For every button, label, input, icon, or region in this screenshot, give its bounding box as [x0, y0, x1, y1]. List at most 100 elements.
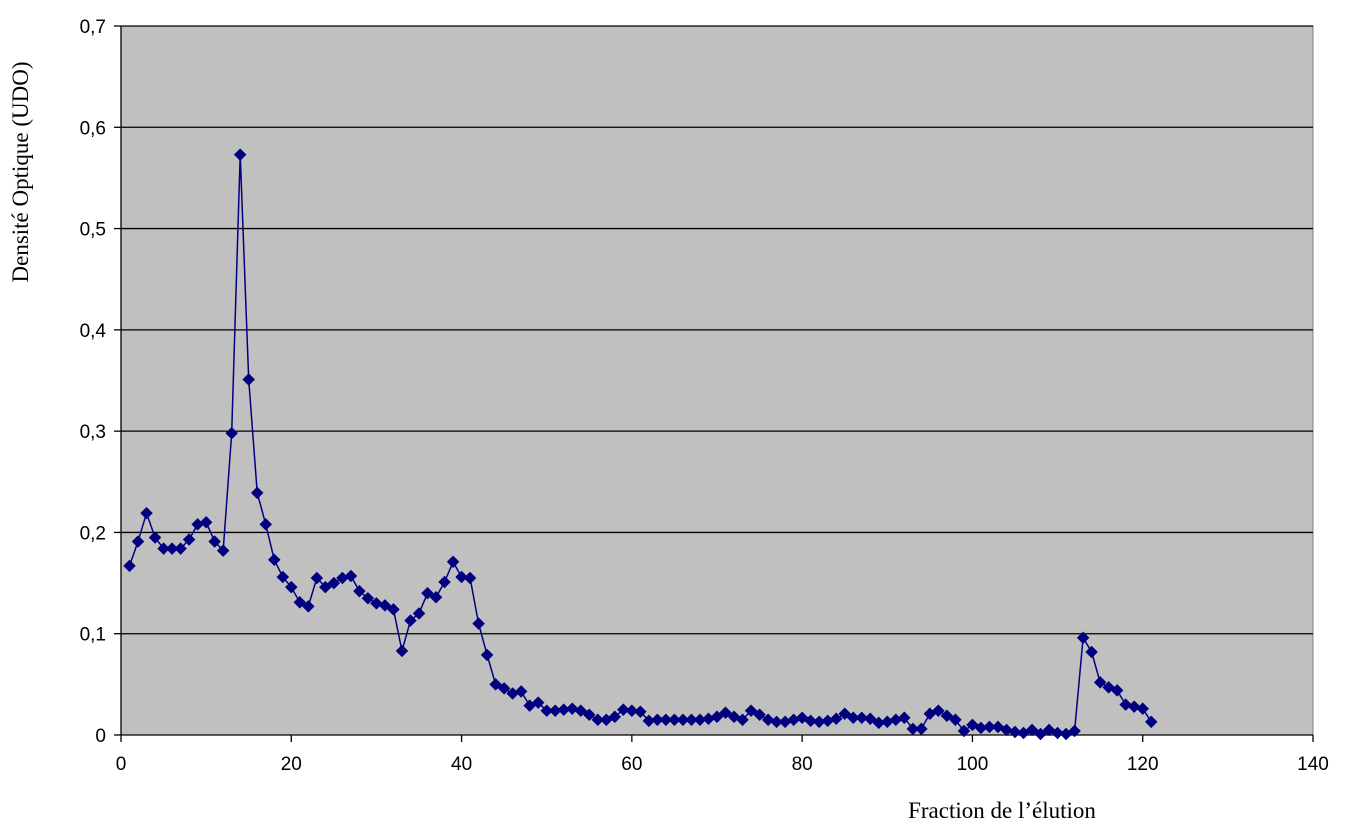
data-point-92: [897, 711, 911, 725]
x-tick-label-7: 140: [1297, 754, 1329, 775]
data-point-7: [174, 542, 187, 555]
y-tick-label-5: 0,5: [80, 220, 106, 241]
data-point-120: [1136, 702, 1150, 716]
data-point-75: [753, 708, 766, 722]
data-point-11: [208, 535, 222, 548]
x-tick-label-6: 120: [1127, 754, 1159, 775]
data-point-41: [463, 571, 477, 585]
data-point-34: [404, 614, 417, 627]
data-point-87: [855, 711, 869, 725]
data-point-77: [770, 715, 783, 729]
data-point-24: [318, 580, 332, 594]
data-point-23: [310, 571, 324, 585]
data-point-3: [140, 506, 153, 520]
plot-area: [120, 25, 1314, 736]
data-point-29: [361, 591, 375, 605]
data-point-30: [370, 596, 383, 610]
data-point-114: [1085, 645, 1098, 659]
data-point-107: [1025, 723, 1039, 737]
x-tick-label-0: 0: [116, 754, 127, 775]
x-tick-label-2: 40: [451, 754, 472, 775]
data-point-14: [233, 148, 247, 161]
data-point-17: [259, 517, 273, 531]
data-point-47: [514, 685, 528, 698]
data-point-20: [284, 580, 298, 594]
y-tick-label-0: 0: [95, 726, 106, 747]
data-point-119: [1127, 700, 1141, 713]
data-point-31: [378, 599, 392, 612]
data-point-12: [216, 544, 230, 558]
data-point-33: [395, 644, 409, 658]
data-point-5: [157, 542, 170, 555]
y-tick-label-3: 0,3: [80, 422, 106, 443]
y-tick-label-4: 0,4: [80, 321, 107, 342]
data-point-108: [1034, 727, 1047, 741]
data-point-28: [353, 584, 366, 598]
data-point-60: [625, 704, 639, 718]
x-tick-label-3: 60: [621, 754, 642, 775]
y-tick-label-7: 0,7: [80, 17, 106, 38]
data-point-56: [591, 713, 605, 727]
data-point-32: [387, 603, 400, 616]
data-point-35: [412, 607, 426, 620]
data-point-113: [1076, 631, 1090, 645]
data-point-4: [148, 531, 162, 544]
data-point-63: [651, 713, 664, 727]
data-point-70: [710, 710, 724, 724]
data-point-66: [676, 713, 690, 727]
y-tick-label-1: 0,1: [80, 625, 106, 646]
data-point-99: [957, 724, 971, 738]
x-tick-label-5: 100: [957, 754, 989, 775]
data-point-39: [446, 555, 460, 569]
data-point-2: [131, 535, 145, 548]
data-point-45: [497, 682, 511, 695]
data-point-54: [574, 704, 588, 718]
data-point-1: [123, 559, 136, 573]
data-point-76: [761, 713, 775, 727]
data-point-18: [267, 553, 281, 567]
data-point-10: [199, 515, 213, 529]
data-point-74: [744, 704, 758, 718]
data-point-86: [846, 711, 860, 725]
data-point-65: [668, 713, 681, 727]
data-point-42: [472, 617, 485, 630]
data-point-112: [1068, 724, 1081, 738]
data-point-85: [838, 707, 852, 721]
data-point-21: [293, 595, 307, 609]
data-point-44: [489, 678, 502, 691]
data-point-118: [1119, 698, 1133, 711]
data-point-50: [540, 704, 554, 718]
data-point-115: [1093, 675, 1107, 689]
data-point-104: [1000, 723, 1013, 737]
data-point-8: [182, 533, 196, 546]
data-point-105: [1008, 725, 1022, 739]
data-point-16: [250, 486, 264, 500]
data-point-121: [1144, 715, 1158, 729]
x-axis-title: Fraction de l’élution: [908, 798, 1096, 823]
data-point-55: [582, 708, 596, 722]
data-point-96: [932, 704, 945, 718]
gridlines: [121, 25, 1313, 635]
data-point-22: [301, 600, 315, 613]
data-point-81: [804, 714, 818, 728]
data-point-98: [949, 713, 962, 727]
series: [123, 148, 1158, 741]
data-point-37: [429, 590, 443, 604]
data-point-94: [914, 722, 928, 736]
data-point-73: [736, 713, 749, 727]
data-point-13: [225, 426, 239, 440]
y-axis-title: Densité Optique (UDO): [8, 61, 33, 282]
data-point-27: [344, 569, 358, 583]
axes: [120, 26, 1313, 736]
x-ticks: 0 20 40 60 80 100 120 140: [116, 735, 1329, 775]
data-point-71: [719, 706, 732, 720]
y-tick-label-2: 0,2: [80, 523, 106, 544]
data-point-25: [327, 576, 341, 590]
data-point-84: [829, 712, 843, 726]
y-tick-label-6: 0,6: [80, 118, 106, 139]
y-ticks: 0 0,1 0,2 0,3 0,4 0,5 0,6 0,7: [80, 17, 121, 747]
data-point-15: [242, 373, 256, 386]
data-point-67: [685, 713, 698, 727]
x-tick-label-4: 80: [792, 754, 813, 775]
